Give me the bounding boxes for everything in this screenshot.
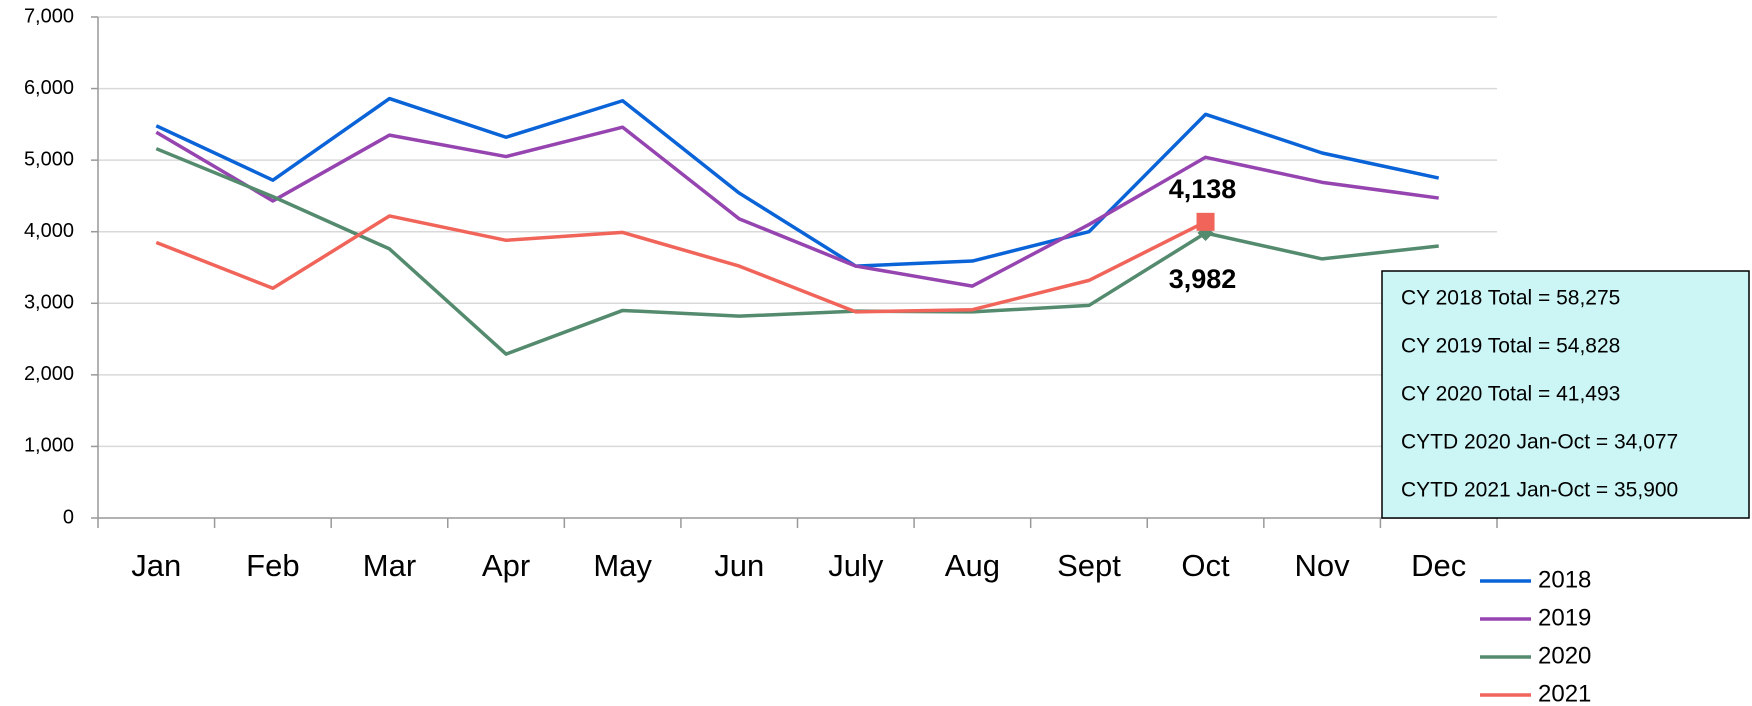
annotation-text: CYTD 2021 Jan-Oct = 35,900 (1401, 479, 1678, 502)
x-tick-label: Jan (131, 548, 181, 583)
annotation-text: CY 2018 Total = 58,275 (1401, 287, 1620, 310)
y-tick-label: 5,000 (24, 148, 74, 170)
y-tick-label: 3,000 (24, 292, 74, 314)
series-line (155, 214, 1207, 314)
x-tick-label: Dec (1411, 548, 1466, 583)
annotation-text: CY 2019 Total = 54,828 (1401, 335, 1620, 358)
y-tick-label: 7,000 (24, 5, 74, 27)
data-marker (1196, 212, 1215, 231)
legend-label: 2020 (1538, 642, 1591, 669)
x-tick-label: Oct (1181, 548, 1230, 583)
legend-label: 2021 (1538, 680, 1591, 706)
legend-label: 2019 (1538, 604, 1591, 631)
y-tick-label: 4,000 (24, 220, 74, 242)
series-line (155, 96, 1440, 268)
y-tick-label: 2,000 (24, 363, 74, 385)
x-tick-label: Apr (482, 548, 530, 583)
legend-label: 2018 (1538, 566, 1591, 593)
x-tick-label: July (828, 548, 884, 583)
x-tick-label: Mar (363, 548, 416, 583)
y-tick-label: 0 (63, 506, 74, 528)
annotation-text: CY 2020 Total = 41,493 (1401, 383, 1620, 406)
x-tick-label: Sept (1057, 548, 1121, 583)
x-tick-label: May (593, 548, 652, 583)
annotation-text: CYTD 2020 Jan-Oct = 34,077 (1401, 431, 1678, 454)
x-tick-label: Feb (246, 548, 299, 583)
series-line (155, 147, 1439, 356)
series-line (155, 125, 1439, 288)
annotation-box (1381, 270, 1750, 519)
y-tick-label: 6,000 (24, 77, 74, 99)
x-tick-label: Aug (945, 548, 1000, 583)
y-tick-label: 1,000 (24, 435, 74, 457)
x-tick-label: Nov (1295, 548, 1351, 583)
data-label: 4,138 (1169, 174, 1237, 204)
x-tick-label: Jun (714, 548, 764, 583)
data-label: 3,982 (1169, 264, 1237, 294)
